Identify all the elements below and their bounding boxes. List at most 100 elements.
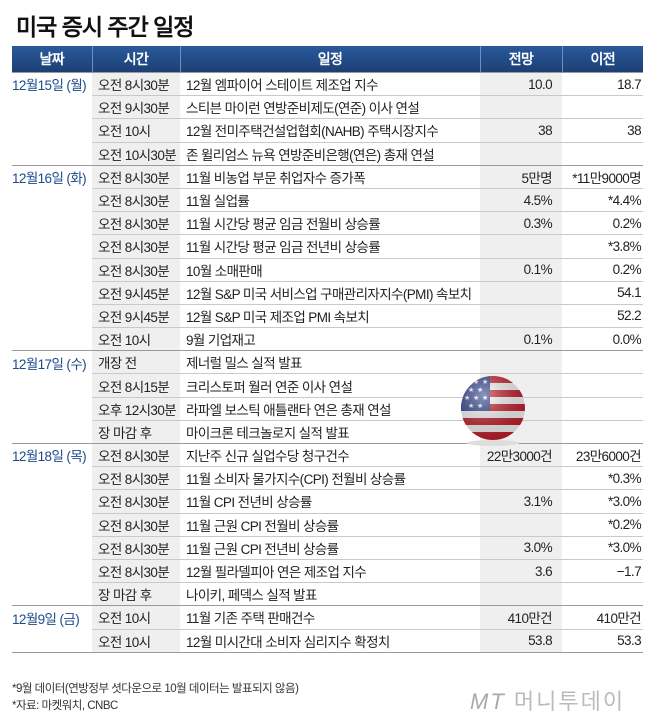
header-forecast: 전망 bbox=[479, 46, 562, 73]
cell-date: 12월18일 (목) bbox=[12, 442, 92, 467]
table-row: 오전 8시30분 11월 시간당 평균 임금 전년비 상승률 *3.8% bbox=[12, 234, 643, 258]
header-previous: 이전 bbox=[561, 46, 643, 73]
table-row: 오전 8시15분 크리스토퍼 월러 연준 이사 연설 bbox=[12, 373, 643, 398]
cell-event: 11월 시간당 평균 임금 전월비 상승률 bbox=[180, 211, 480, 235]
header-date: 날짜 bbox=[12, 46, 92, 73]
cell-previous bbox=[562, 582, 643, 606]
cell-forecast bbox=[480, 303, 562, 328]
cell-time: 오전 8시30분 bbox=[92, 512, 180, 537]
cell-forecast: 5만명 bbox=[480, 164, 562, 189]
cell-forecast bbox=[480, 466, 562, 490]
cell-date bbox=[12, 536, 92, 559]
cell-previous bbox=[562, 419, 643, 444]
table-row: 장 마감 후 마이크론 테크놀로지 실적 발표 bbox=[12, 419, 643, 444]
table-row: 장 마감 후 나이키, 페덱스 실적 발표 bbox=[12, 582, 643, 606]
cell-time: 오전 10시 bbox=[92, 628, 180, 653]
cell-date bbox=[12, 212, 92, 235]
cell-event: 마이크론 테크놀로지 실적 발표 bbox=[180, 419, 480, 444]
cell-forecast bbox=[480, 234, 562, 258]
cell-date bbox=[12, 513, 92, 536]
cell-time: 오전 8시30분 bbox=[92, 535, 180, 560]
cell-date: 12월9일 (금) bbox=[12, 605, 92, 629]
cell-previous: *3.0% bbox=[562, 535, 643, 560]
cell-previous: 38 bbox=[562, 118, 643, 143]
cell-forecast bbox=[480, 582, 562, 606]
cell-forecast: 53.8 bbox=[480, 628, 562, 653]
cell-forecast bbox=[480, 141, 562, 166]
cell-date bbox=[12, 629, 92, 653]
cell-forecast: 22만3000건 bbox=[480, 442, 562, 467]
table-row: 오전 9시45분 12월 S&P 미국 제조업 PMI 속보치 52.2 bbox=[12, 303, 643, 328]
cell-date bbox=[12, 490, 92, 513]
table-row: 12월17일 (수) 개장 전 제너럴 밀스 실적 발표 bbox=[12, 350, 643, 374]
cell-time: 장 마감 후 bbox=[92, 419, 180, 444]
cell-time: 오전 8시30분 bbox=[92, 71, 180, 96]
cell-previous: 54.1 bbox=[562, 280, 643, 305]
table-row: 오전 8시30분 11월 근원 CPI 전년비 상승률 3.0% *3.0% bbox=[12, 535, 643, 560]
cell-previous: 410만건 bbox=[562, 605, 643, 629]
cell-time: 오전 8시30분 bbox=[92, 164, 180, 189]
cell-date bbox=[12, 281, 92, 304]
cell-forecast bbox=[480, 95, 562, 119]
cell-date bbox=[12, 397, 92, 420]
cell-event: 제너럴 밀스 실적 발표 bbox=[180, 350, 480, 374]
cell-previous: 52.2 bbox=[562, 303, 643, 328]
cell-date bbox=[12, 374, 92, 397]
cell-event: 11월 실업률 bbox=[180, 187, 480, 212]
cell-time: 오전 8시30분 bbox=[92, 489, 180, 514]
cell-time: 오전 8시30분 bbox=[92, 234, 180, 258]
table-row: 오전 8시30분 10월 소매판매 0.1% 0.2% bbox=[12, 257, 643, 282]
table-header: 날짜 시간 일정 전망 이전 bbox=[12, 46, 643, 73]
table-row: 오전 8시30분 11월 근원 CPI 전월비 상승률 *0.2% bbox=[12, 512, 643, 537]
cell-time: 오전 8시15분 bbox=[92, 373, 180, 398]
cell-event: 12월 전미주택건설업협회(NAHB) 주택시장지수 bbox=[180, 118, 480, 143]
cell-forecast bbox=[480, 350, 562, 374]
cell-previous: *4.4% bbox=[562, 187, 643, 212]
cell-event: 라파엘 보스틱 애틀랜타 연은 총재 연설 bbox=[180, 396, 480, 421]
cell-event: 9월 기업재고 bbox=[180, 327, 480, 351]
cell-date: 12월16일 (화) bbox=[12, 164, 92, 189]
table-row: 오전 10시 12월 전미주택건설업협회(NAHB) 주택시장지수 38 38 bbox=[12, 118, 643, 143]
cell-previous bbox=[562, 141, 643, 166]
cell-forecast: 410만건 bbox=[480, 605, 562, 629]
cell-time: 오전 9시45분 bbox=[92, 303, 180, 328]
cell-time: 오전 10시 bbox=[92, 327, 180, 351]
cell-date bbox=[12, 304, 92, 327]
cell-forecast: 0.3% bbox=[480, 211, 562, 235]
cell-event: 크리스토퍼 월러 연준 이사 연설 bbox=[180, 373, 480, 398]
cell-forecast bbox=[480, 280, 562, 305]
cell-forecast: 10.0 bbox=[480, 71, 562, 96]
table-row: 오전 10시 9월 기업재고 0.1% 0.0% bbox=[12, 327, 643, 351]
cell-time: 오전 8시30분 bbox=[92, 187, 180, 212]
header-time: 시간 bbox=[91, 46, 180, 73]
cell-previous bbox=[562, 373, 643, 398]
table-row: 12월15일 (월) 오전 8시30분 12월 엠파이어 스테이트 제조업 지수 10… bbox=[12, 71, 643, 96]
cell-previous: *3.8% bbox=[562, 234, 643, 258]
cell-date bbox=[12, 559, 92, 582]
cell-date bbox=[12, 142, 92, 165]
table-row: 오전 10시30분 존 윌리엄스 뉴욕 연방준비은행(연은) 총재 연설 bbox=[12, 141, 643, 166]
cell-previous: 53.3 bbox=[562, 628, 643, 653]
cell-time: 오전 8시30분 bbox=[92, 257, 180, 282]
table-row: 오전 8시30분 11월 시간당 평균 임금 전월비 상승률 0.3% 0.2% bbox=[12, 211, 643, 235]
publisher-logo: MT 머니투데이 bbox=[470, 689, 626, 714]
cell-event: 지난주 신규 실업수당 청구건수 bbox=[180, 442, 480, 467]
cell-event: 11월 시간당 평균 임금 전년비 상승률 bbox=[180, 234, 480, 258]
cell-previous bbox=[562, 350, 643, 374]
cell-previous: 18.7 bbox=[562, 71, 643, 96]
cell-previous: 0.0% bbox=[562, 327, 643, 351]
cell-date bbox=[12, 235, 92, 258]
cell-date bbox=[12, 467, 92, 490]
cell-time: 오전 9시30분 bbox=[92, 95, 180, 119]
cell-event: 11월 기존 주택 판매건수 bbox=[180, 605, 480, 629]
cell-event: 11월 소비자 물가지수(CPI) 전월비 상승률 bbox=[180, 466, 480, 490]
table-row: 오전 8시30분 12월 필라델피아 연은 제조업 지수 3.6 −1.7 bbox=[12, 558, 643, 583]
cell-forecast bbox=[480, 512, 562, 537]
cell-event: 존 윌리엄스 뉴욕 연방준비은행(연은) 총재 연설 bbox=[180, 141, 480, 166]
cell-forecast: 4.5% bbox=[480, 187, 562, 212]
cell-time: 개장 전 bbox=[92, 350, 180, 374]
cell-time: 오전 10시30분 bbox=[92, 141, 180, 166]
cell-event: 나이키, 페덱스 실적 발표 bbox=[180, 582, 480, 606]
cell-event: 12월 S&P 미국 서비스업 구매관리자지수(PMI) 속보치 bbox=[180, 280, 480, 305]
cell-event: 11월 CPI 전년비 상승률 bbox=[180, 489, 480, 514]
